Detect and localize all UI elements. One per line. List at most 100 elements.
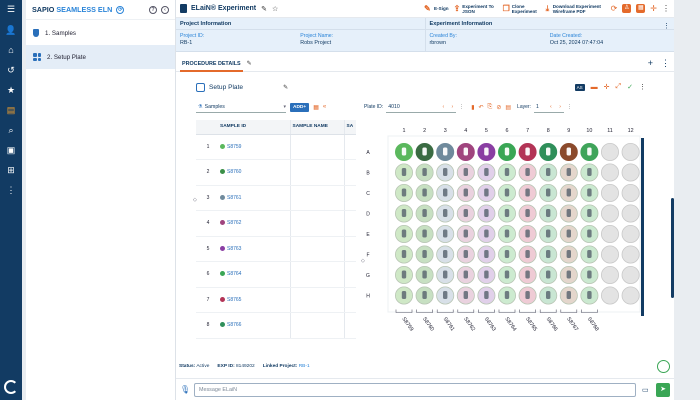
menu-icon[interactable]: ☰ xyxy=(6,4,16,14)
experiment-to-json-button[interactable]: ⇪ Experiment To JSON xyxy=(454,4,498,14)
edit-panel-icon[interactable]: ✎ xyxy=(283,84,289,91)
sample-name-cell[interactable] xyxy=(289,261,345,288)
assistant-bubble-icon[interactable] xyxy=(657,360,670,373)
info-more-icon[interactable]: ⋮ xyxy=(663,23,670,30)
sample-extra-cell[interactable] xyxy=(344,261,356,288)
clipboard-icon[interactable]: ▦ xyxy=(636,4,646,13)
sample-extra-cell[interactable] xyxy=(344,210,356,237)
table-row[interactable]: 1 S8759 xyxy=(196,134,356,160)
add-sample-button[interactable]: ADD+ xyxy=(290,102,310,112)
collapse-icon[interactable]: ‹ xyxy=(161,5,169,14)
layer-nav-arrows-icon[interactable]: ‹ › xyxy=(550,103,564,110)
table-row[interactable]: 6 S8764 xyxy=(196,261,356,288)
sample-name-cell[interactable] xyxy=(289,287,345,313)
plate-well[interactable] xyxy=(600,142,619,162)
plate-well[interactable] xyxy=(621,265,640,284)
copy-icon[interactable]: ⎘ xyxy=(487,103,493,110)
table-row[interactable]: 4 S8762 xyxy=(196,210,356,237)
add-tab-icon[interactable]: + xyxy=(647,58,653,68)
sample-extra-cell[interactable] xyxy=(344,159,356,186)
sample-id-cell[interactable]: S8761 xyxy=(218,185,290,211)
plate-well[interactable] xyxy=(600,265,619,284)
history-icon[interactable]: ↺ xyxy=(7,65,15,75)
tab-procedure-details[interactable]: PROCEDURE DETAILS xyxy=(180,56,243,72)
column-header[interactable]: SAMPLE NAME xyxy=(289,120,345,135)
help-icon[interactable]: ? xyxy=(149,5,157,14)
edit-title-icon[interactable]: ✎ xyxy=(261,5,267,13)
edit-tab-icon[interactable]: ✎ xyxy=(246,61,252,67)
table-row[interactable]: 7 S8765 xyxy=(196,287,356,313)
plate-well[interactable] xyxy=(600,163,619,182)
plate-id-input[interactable]: 4010 ‹ › xyxy=(386,102,457,113)
sample-extra-cell[interactable] xyxy=(344,185,356,211)
sidebar-item-samples[interactable]: 1. Samples xyxy=(26,21,175,45)
plate-well[interactable] xyxy=(621,245,640,264)
sample-name-cell[interactable] xyxy=(289,134,345,160)
table-row[interactable]: 5 S8763 xyxy=(196,236,356,262)
sample-id-cell[interactable]: S8766 xyxy=(218,312,290,339)
table-row[interactable]: 8 S8766 xyxy=(196,312,356,339)
sample-id-cell[interactable]: S8765 xyxy=(218,287,290,313)
sample-id-cell[interactable]: S8763 xyxy=(218,236,290,262)
plate-well[interactable] xyxy=(621,204,640,223)
sample-name-cell[interactable] xyxy=(289,210,345,237)
favorite-star-icon[interactable]: ☆ xyxy=(271,5,279,13)
column-header[interactable]: SAMPLE ID xyxy=(218,120,290,135)
e-sign-button[interactable]: ✎ E-Sign xyxy=(424,4,449,13)
plate-well[interactable] xyxy=(600,245,619,264)
table-icon[interactable]: ▦ xyxy=(313,104,319,111)
user-icon[interactable]: 👤 xyxy=(5,25,17,35)
notebook-icon[interactable]: ▤ xyxy=(6,105,16,115)
plate-well[interactable] xyxy=(621,184,640,203)
sample-type-select[interactable]: ⚗ Samples ▾ xyxy=(196,102,286,113)
linked-project-link[interactable]: RB-1 xyxy=(298,364,310,369)
check-icon[interactable]: ✓ xyxy=(627,84,633,91)
expand-icon[interactable]: ⤢ xyxy=(615,83,622,90)
chat-history-icon[interactable]: ▭ xyxy=(642,386,649,394)
plate-well[interactable] xyxy=(600,225,619,244)
sample-name-cell[interactable] xyxy=(289,185,345,211)
send-icon[interactable]: ➤ xyxy=(656,382,670,397)
home-icon[interactable]: ⌂ xyxy=(8,45,14,55)
clone-experiment-button[interactable]: ❐ Clone Experiment xyxy=(503,4,541,14)
vertical-scrollbar[interactable] xyxy=(671,198,674,298)
divider-grip-icon[interactable]: ◇ xyxy=(361,258,365,264)
panel-resize-handle-icon[interactable]: ◇ xyxy=(193,197,197,203)
move-icon[interactable]: ✛ xyxy=(603,84,610,91)
column-header[interactable]: SA xyxy=(344,120,356,135)
star-icon[interactable]: ★ xyxy=(6,85,16,95)
plate-nav-arrows-icon[interactable]: ‹ › xyxy=(442,103,457,110)
plate-well[interactable] xyxy=(600,204,619,223)
panel-more-icon[interactable]: ⋮ xyxy=(639,84,646,91)
apps-icon[interactable]: ⊞ xyxy=(7,165,15,175)
fill-icon[interactable]: ▮ xyxy=(471,104,475,111)
plate-well[interactable] xyxy=(600,286,619,305)
download-pdf-button[interactable]: ⤓ Download Experiment Wireframe PDF xyxy=(546,4,606,14)
plate-well[interactable] xyxy=(621,142,640,162)
sidebar-item-setup-plate[interactable]: 2. Setup Plate xyxy=(26,45,175,69)
layer-input[interactable]: 1 ‹ › xyxy=(533,102,564,113)
sample-extra-cell[interactable] xyxy=(344,287,356,313)
more-options-icon[interactable]: ⋮ xyxy=(662,4,670,13)
layer-more-icon[interactable]: ⋮ xyxy=(566,104,572,110)
clear-icon[interactable]: ⊘ xyxy=(496,104,502,111)
chat-input[interactable]: Message ELaiN xyxy=(194,382,636,397)
sample-extra-cell[interactable] xyxy=(344,236,356,262)
microphone-icon[interactable]: 🎙 xyxy=(180,385,191,394)
search-icon[interactable]: ⌕ xyxy=(8,125,14,135)
table-row[interactable]: 2 S8760 xyxy=(196,159,356,186)
sample-id-cell[interactable]: S8762 xyxy=(218,210,290,237)
table-row[interactable]: 3 S8761 xyxy=(196,185,356,211)
sample-extra-cell[interactable] xyxy=(344,312,356,339)
move-icon[interactable]: ✛ xyxy=(650,4,657,13)
collapse-left-icon[interactable]: « xyxy=(322,104,327,110)
refresh-icon[interactable]: ⟳ xyxy=(610,4,618,13)
plate-well[interactable] xyxy=(621,225,640,244)
document-search-icon[interactable]: ▣ xyxy=(6,145,16,155)
tab-more-icon[interactable]: ⋮ xyxy=(661,58,670,68)
plate-well[interactable] xyxy=(621,286,640,305)
plate-well[interactable] xyxy=(621,163,640,182)
layout-icon[interactable]: ▤ xyxy=(505,104,512,111)
person-icon[interactable]: ♙ xyxy=(622,4,632,13)
